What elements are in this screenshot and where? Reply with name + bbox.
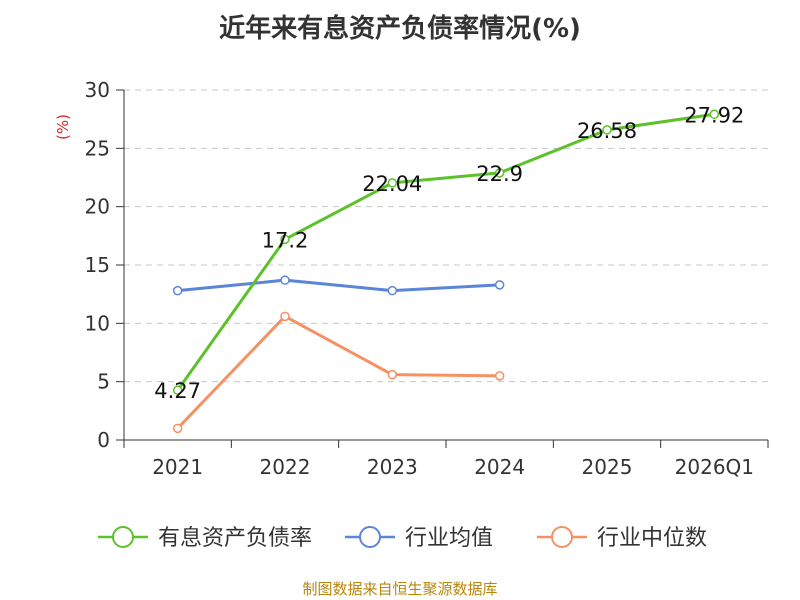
x-tick-label: 2024 — [474, 455, 525, 479]
data-point — [494, 280, 505, 290]
series-line — [176, 314, 500, 430]
legend[interactable]: 有息资产负债率 行业均值 行业中位数 — [98, 526, 707, 551]
x-tick-label: 2026Q1 — [675, 455, 754, 479]
y-tick-label: 5 — [97, 370, 110, 394]
series — [172, 109, 720, 434]
y-tick-label: 25 — [85, 136, 110, 160]
y-tick-label: 30 — [85, 78, 110, 102]
data-point — [602, 125, 612, 135]
source-note: 制图数据来自恒生聚源数据库 — [302, 580, 498, 598]
data-point — [280, 311, 290, 322]
series-line — [177, 278, 500, 293]
x-tick-label: 2022 — [260, 455, 311, 479]
data-label: 17.2 — [262, 228, 309, 252]
data-point — [172, 285, 183, 296]
data-label: 22.9 — [476, 162, 523, 186]
legend-label: 行业均值 — [405, 526, 493, 551]
y-tick-label: 0 — [97, 428, 110, 452]
legend-label: 有息资产负债率 — [158, 526, 312, 551]
data-point — [172, 385, 183, 395]
legend-item[interactable]: 行业均值 — [345, 526, 493, 551]
data-label: 26.58 — [577, 119, 637, 143]
y-tick-label: 20 — [85, 195, 110, 219]
gridlines — [124, 89, 768, 383]
x-tick-label: 2025 — [582, 455, 633, 479]
data-point — [387, 369, 398, 380]
legend-marker — [359, 526, 381, 548]
legend-marker — [112, 526, 134, 548]
data-point — [709, 109, 720, 120]
data-point — [280, 275, 290, 285]
series-line — [176, 112, 715, 392]
chart-title: 近年来有息资产负债率情况(%) — [219, 14, 581, 44]
y-tick-label: 10 — [85, 311, 110, 335]
data-point — [280, 234, 290, 245]
data-label: 27.92 — [684, 103, 744, 127]
data-point — [494, 168, 505, 178]
legend-marker — [551, 526, 573, 548]
legend-item[interactable]: 行业中位数 — [537, 526, 707, 551]
legend-label: 行业中位数 — [597, 526, 707, 551]
legend-item[interactable]: 有息资产负债率 — [98, 526, 312, 551]
data-point — [172, 423, 183, 434]
data-label: 4.27 — [154, 379, 201, 403]
y-tick-label: 15 — [85, 253, 110, 277]
x-tick-label: 2023 — [367, 455, 418, 479]
x-tick-label: 2021 — [152, 455, 203, 479]
data-point — [387, 285, 398, 296]
data-labels: 4.27 17.2 22.04 22.9 26.58 27.92 — [154, 103, 744, 403]
data-point — [387, 178, 398, 188]
data-point — [494, 371, 505, 381]
y-axis-unit-label: (%) — [54, 114, 72, 140]
data-label: 22.04 — [362, 172, 422, 196]
